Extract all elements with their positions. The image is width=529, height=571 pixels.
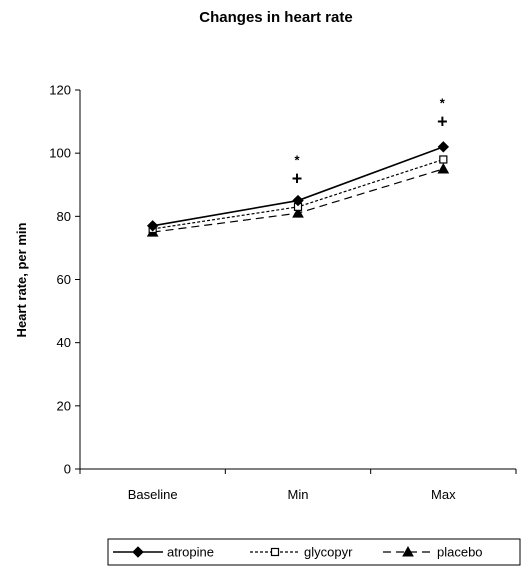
x-axis-ticks: Baseline Min Max (79, 469, 517, 502)
data-point-square (270, 547, 280, 557)
series-group (146, 141, 450, 237)
data-point-triangle (292, 207, 304, 218)
legend-item-atropine: atropine (113, 545, 214, 560)
legend-label: glycopyr (304, 545, 353, 560)
significance-marker: + (437, 112, 448, 132)
chart-title: Changes in heart rate (199, 9, 352, 26)
significance-marker: + (292, 168, 303, 188)
legend-box (107, 538, 521, 566)
x-tick-label: Baseline (128, 487, 178, 502)
axes (79, 90, 516, 470)
data-point-triangle (402, 545, 414, 557)
data-point-diamond (292, 194, 304, 207)
data-point-square (439, 155, 448, 164)
legend-label: atropine (167, 545, 214, 560)
y-tick-label: 40 (57, 335, 71, 350)
y-tick-label: 60 (57, 272, 71, 287)
y-axis-label: Heart rate, per min (14, 223, 29, 338)
y-tick-label: 100 (49, 146, 71, 161)
significance-marker: * (440, 95, 446, 110)
data-point-diamond (437, 141, 450, 153)
y-axis-ticks: 0 20 40 60 80 100 120 (49, 83, 80, 477)
y-tick-label: 80 (57, 209, 71, 224)
legend-item-placebo: placebo (383, 545, 483, 560)
x-tick-label: Max (431, 487, 456, 502)
y-tick-label: 20 (57, 398, 71, 413)
significance-annotations: *+*+ (292, 95, 448, 188)
data-point-diamond (132, 546, 144, 558)
x-tick-label: Min (288, 487, 309, 502)
significance-marker: * (294, 152, 300, 167)
data-point-triangle (437, 162, 450, 174)
y-tick-label: 0 (64, 462, 71, 477)
legend-label: placebo (437, 545, 483, 560)
y-tick-label: 120 (49, 83, 71, 98)
data-point-diamond (146, 220, 159, 232)
legend-item-glycopyr: glycopyr (250, 545, 353, 560)
legend: atropine glycopyr placebo (107, 538, 521, 566)
series-atropine (146, 141, 450, 232)
